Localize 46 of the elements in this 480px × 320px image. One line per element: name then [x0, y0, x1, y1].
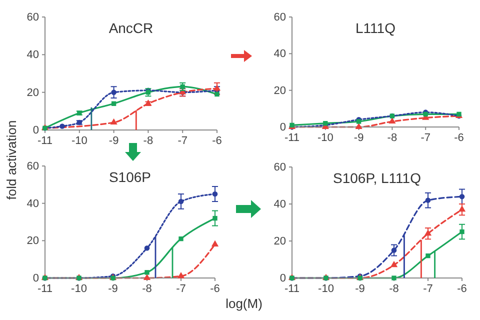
x-tick-label: -9: [354, 132, 364, 144]
x-tick-label: -6: [457, 282, 467, 295]
y-tick-label: 0: [32, 272, 39, 285]
x-tick-label: -8: [143, 134, 154, 147]
x-tick-label: -11: [284, 282, 300, 295]
x-tick-label: -9: [108, 282, 118, 295]
y-tick-label: 0: [280, 122, 286, 134]
x-tick-label: -10: [71, 134, 88, 147]
y-tick-label: 20: [26, 86, 39, 99]
x-tick-label: -8: [389, 282, 399, 295]
y-tick-label: 20: [274, 84, 286, 97]
y-tick-label: 20: [26, 235, 39, 248]
x-tick-label: -6: [210, 282, 220, 295]
x-axis-title: log(M): [226, 296, 262, 311]
chart-title: L111Q: [356, 20, 396, 36]
x-tick-label: -11: [37, 134, 53, 147]
y-tick-label: 60: [26, 160, 39, 173]
y-tick-label: 40: [274, 48, 286, 60]
chart-title: S106P, L111Q: [333, 170, 422, 186]
x-tick-label: -7: [176, 282, 186, 295]
chart-title: AncCR: [108, 20, 154, 36]
y-axis-title: fold activation: [4, 120, 19, 200]
x-tick-label: -6: [212, 134, 222, 147]
y-tick-label: 40: [274, 198, 286, 211]
x-tick-label: -7: [423, 282, 433, 295]
x-tick-label: -7: [178, 134, 188, 147]
y-tick-label: 60: [274, 12, 286, 24]
y-tick-label: 0: [32, 124, 39, 137]
x-tick-label: -10: [318, 282, 334, 295]
chart-title: S106P: [108, 169, 152, 185]
x-tick-label: -11: [284, 132, 300, 144]
x-tick-label: -8: [142, 282, 152, 295]
y-tick-label: 0: [280, 272, 286, 285]
x-tick-label: -10: [71, 282, 87, 295]
x-tick-label: -9: [108, 134, 119, 147]
x-tick-label: -8: [387, 132, 398, 144]
y-tick-label: 40: [26, 49, 39, 62]
x-tick-label: -7: [420, 132, 430, 144]
x-tick-label: -9: [355, 282, 365, 295]
x-tick-label: -10: [317, 132, 334, 144]
x-tick-label: -6: [454, 132, 464, 144]
y-tick-label: 60: [26, 12, 39, 24]
y-tick-label: 60: [274, 162, 286, 174]
y-tick-label: 40: [26, 198, 39, 210]
x-tick-label: -11: [37, 282, 53, 295]
y-tick-label: 20: [274, 236, 286, 248]
